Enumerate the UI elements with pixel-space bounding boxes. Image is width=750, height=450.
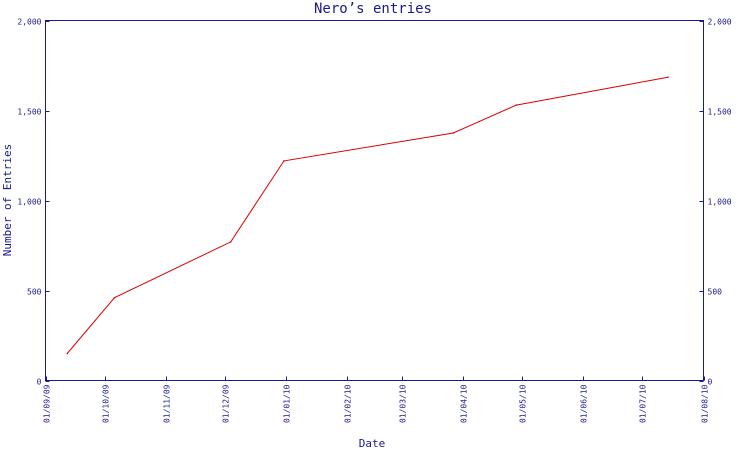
y-tick-label-left: 2,000 [17,18,41,27]
x-axis-title: Date [359,437,386,450]
x-tick-label: 01/08/10 [701,384,710,423]
y-tick-label-right: 1,000 [708,198,732,207]
y-tick-label-left: 0 [37,378,42,387]
series-layer [66,76,669,355]
x-tick-label: 01/01/10 [283,384,292,423]
x-tick-label: 01/03/10 [399,384,408,423]
y-tick-label-right: 0 [708,378,713,387]
x-tick-label: 01/11/09 [163,384,172,423]
data-point [667,76,669,78]
data-point [113,296,116,299]
x-tick-label: 01/04/10 [460,384,469,423]
x-tick-label: 01/06/10 [580,384,589,423]
data-point [66,352,68,355]
data-point [229,241,232,243]
data-point [283,160,285,162]
x-tick-label: 01/10/09 [102,384,111,423]
y-tick-label-right: 500 [708,288,723,297]
series-line [66,76,669,354]
y-axis-title: Number of Entries [1,144,14,257]
y-tick-label-right: 1,500 [708,108,732,117]
y-tick-label-left: 1,500 [17,108,41,117]
x-tick-label: 01/12/09 [222,384,231,423]
x-tick-label: 01/02/10 [344,384,353,423]
data-point [452,132,455,134]
plot-frame [45,20,704,381]
y-tick-label-right: 2,000 [708,18,732,27]
x-tick-label: 01/09/09 [43,384,52,423]
y-tick-label-left: 1,000 [17,198,41,207]
y-tick-label-left: 500 [27,288,42,297]
x-tick-label: 01/05/10 [519,384,528,423]
y-axis: 0 0 500 500 1,000 1,000 1,500 1,500 2,000 2,000 [17,18,731,387]
data-point [515,104,518,106]
chart-title: Nero’s entries [314,1,432,17]
x-tick-label: 01/07/10 [639,384,648,423]
x-axis: 01/09/09 01/10/09 01/11/09 01/12/09 01/01/10… [43,376,710,423]
